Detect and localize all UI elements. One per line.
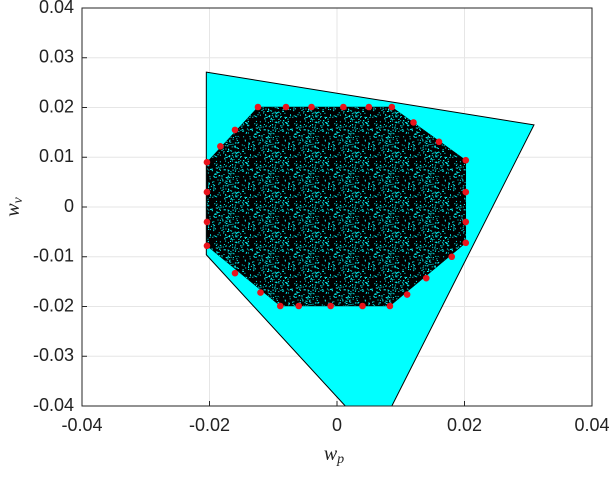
boundary-point	[203, 218, 211, 226]
boundary-point	[254, 103, 262, 111]
y-tick-label: 0.03	[39, 47, 74, 67]
boundary-point	[388, 103, 396, 111]
boundary-point	[203, 158, 211, 166]
x-tick-label: -0.04	[61, 415, 102, 435]
boundary-point	[462, 218, 470, 226]
y-axis-label: wv	[2, 196, 27, 216]
boundary-point	[340, 103, 347, 111]
y-tick-label: 0.04	[39, 0, 74, 17]
y-tick-label: -0.03	[33, 345, 74, 365]
x-tick-label: 0	[332, 415, 342, 435]
boundary-point	[257, 289, 264, 296]
boundary-point	[203, 242, 211, 250]
boundary-point	[217, 143, 224, 150]
boundary-point	[359, 302, 366, 310]
boundary-point	[203, 188, 211, 196]
boundary-point	[231, 269, 239, 277]
boundary-point	[462, 156, 470, 164]
y-tick-label: 0	[64, 196, 74, 216]
boundary-point	[462, 188, 470, 196]
x-tick-label: -0.02	[189, 415, 230, 435]
x-tick-label: 0.04	[574, 415, 609, 435]
boundary-point	[422, 274, 430, 282]
boundary-point	[435, 138, 443, 146]
boundary-point	[448, 253, 456, 261]
y-tick-label: 0.01	[39, 146, 74, 166]
boundary-point	[282, 103, 290, 111]
boundary-point	[386, 302, 394, 310]
x-axis-label: wp	[324, 443, 344, 468]
boundary-point	[403, 291, 411, 298]
boundary-point	[231, 126, 239, 134]
boundary-point	[410, 119, 417, 126]
y-tick-label: 0.02	[39, 96, 74, 116]
boundary-point	[308, 103, 315, 111]
boundary-point	[276, 302, 284, 310]
boundary-point	[365, 103, 373, 111]
y-tick-label: -0.02	[33, 295, 74, 315]
y-tick-label: -0.04	[33, 395, 74, 415]
boundary-point	[295, 302, 303, 310]
y-tick-label: -0.01	[33, 246, 74, 266]
boundary-point	[462, 239, 470, 247]
boundary-point	[327, 302, 334, 310]
x-tick-label: 0.02	[447, 415, 482, 435]
